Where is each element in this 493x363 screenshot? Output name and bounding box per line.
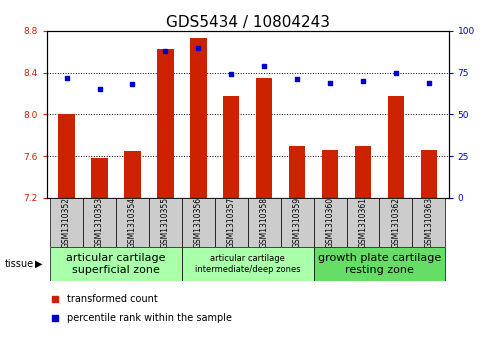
Text: ▶: ▶ (35, 259, 42, 269)
Text: GSM1310363: GSM1310363 (424, 197, 433, 248)
Bar (223, 95, 240, 198)
Bar (157, 49, 174, 198)
Text: articular cartilage
intermediate/deep zones: articular cartilage intermediate/deep zo… (195, 254, 301, 274)
Bar (83, 198, 116, 247)
Text: GSM1310357: GSM1310357 (227, 197, 236, 248)
Bar (116, 198, 149, 247)
Bar (387, 95, 404, 198)
Text: percentile rank within the sample: percentile rank within the sample (67, 313, 232, 323)
Text: transformed count: transformed count (67, 294, 158, 305)
Point (425, 80, 433, 86)
Point (63, 75, 70, 81)
Text: growth plate cartilage
resting zone: growth plate cartilage resting zone (318, 253, 441, 275)
Point (161, 48, 169, 54)
Bar (281, 198, 314, 247)
Bar (182, 198, 215, 247)
Bar (58, 114, 75, 198)
Point (96, 86, 104, 92)
Text: GSM1310358: GSM1310358 (260, 197, 269, 248)
Point (194, 45, 202, 50)
Text: GSM1310361: GSM1310361 (358, 197, 367, 248)
Bar (314, 198, 347, 247)
Bar (215, 198, 248, 247)
Point (326, 80, 334, 86)
Text: articular cartilage
superficial zone: articular cartilage superficial zone (66, 253, 166, 275)
Point (227, 72, 235, 77)
Bar (124, 151, 141, 198)
Text: GSM1310356: GSM1310356 (194, 197, 203, 248)
Bar (314, 247, 445, 281)
Bar (50, 247, 182, 281)
Bar (413, 198, 445, 247)
Text: GSM1310362: GSM1310362 (391, 197, 400, 248)
Point (129, 81, 137, 87)
Text: GSM1310352: GSM1310352 (62, 197, 71, 248)
Point (293, 76, 301, 82)
Bar (248, 198, 281, 247)
Bar (182, 247, 314, 281)
Bar (256, 78, 273, 198)
Text: GSM1310354: GSM1310354 (128, 197, 137, 248)
Bar (347, 198, 380, 247)
Text: GSM1310355: GSM1310355 (161, 197, 170, 248)
Point (317, 238, 325, 244)
Bar (421, 150, 437, 198)
Point (392, 70, 400, 76)
Bar (322, 150, 338, 198)
Bar (380, 198, 413, 247)
Bar (50, 198, 83, 247)
Point (260, 63, 268, 69)
Title: GDS5434 / 10804243: GDS5434 / 10804243 (166, 15, 330, 30)
Bar (289, 146, 305, 198)
Text: GSM1310353: GSM1310353 (95, 197, 104, 248)
Point (359, 78, 367, 84)
Bar (91, 158, 108, 198)
Bar (355, 146, 371, 198)
Point (317, 73, 325, 79)
Bar (149, 198, 182, 247)
Text: tissue: tissue (5, 259, 34, 269)
Text: GSM1310360: GSM1310360 (325, 197, 335, 248)
Text: GSM1310359: GSM1310359 (293, 197, 302, 248)
Bar (190, 38, 207, 198)
